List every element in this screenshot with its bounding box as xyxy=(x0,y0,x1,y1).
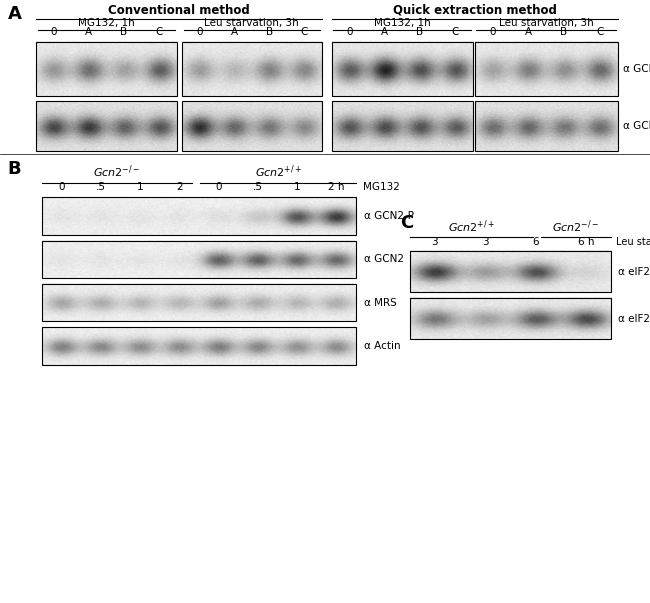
Bar xyxy=(474,101,618,151)
Bar xyxy=(182,42,322,96)
Text: 6: 6 xyxy=(532,236,539,247)
Text: α GCN2: α GCN2 xyxy=(364,254,404,264)
Text: .5: .5 xyxy=(253,182,263,192)
Text: $Gcn2^{+/+}$: $Gcn2^{+/+}$ xyxy=(448,218,495,235)
Bar xyxy=(42,197,356,235)
Bar xyxy=(410,251,611,292)
Text: B: B xyxy=(266,27,273,37)
Text: α eIF2α-P: α eIF2α-P xyxy=(618,267,650,277)
Text: C: C xyxy=(596,27,603,37)
Text: C: C xyxy=(155,27,163,37)
Text: 1: 1 xyxy=(137,182,144,192)
Text: 3: 3 xyxy=(432,236,438,247)
Text: MG132: MG132 xyxy=(363,182,400,192)
Text: $Gcn2^{+/+}$: $Gcn2^{+/+}$ xyxy=(255,163,302,180)
Bar xyxy=(36,42,177,96)
Text: C: C xyxy=(400,214,413,232)
Text: 0: 0 xyxy=(216,182,222,192)
Text: α MRS: α MRS xyxy=(364,298,396,308)
Text: α GCN2: α GCN2 xyxy=(623,121,650,131)
Bar xyxy=(474,42,618,96)
Bar xyxy=(42,284,356,321)
Text: A: A xyxy=(231,27,238,37)
Text: 3: 3 xyxy=(482,236,488,247)
Text: Conventional method: Conventional method xyxy=(108,4,250,17)
Text: 1: 1 xyxy=(294,182,301,192)
Text: 0: 0 xyxy=(50,27,57,37)
Text: MG132, 1h: MG132, 1h xyxy=(78,18,135,28)
Text: α Actin: α Actin xyxy=(364,341,400,351)
Text: Quick extraction method: Quick extraction method xyxy=(393,4,556,17)
Text: 2 h: 2 h xyxy=(328,182,345,192)
Text: Leu starvation, 3h: Leu starvation, 3h xyxy=(205,18,299,28)
Text: Leu starvation, 3h: Leu starvation, 3h xyxy=(499,18,593,28)
Text: B: B xyxy=(560,27,567,37)
Bar xyxy=(42,241,356,278)
Bar xyxy=(410,298,611,339)
Text: B: B xyxy=(8,160,21,178)
Bar xyxy=(182,101,322,151)
Bar xyxy=(332,101,473,151)
Text: α GCN2-P: α GCN2-P xyxy=(623,65,650,74)
Text: α eIF2α: α eIF2α xyxy=(618,314,650,324)
Text: MG132, 1h: MG132, 1h xyxy=(374,18,430,28)
Text: A: A xyxy=(381,27,388,37)
Text: 0: 0 xyxy=(489,27,495,37)
Text: Leu starvation: Leu starvation xyxy=(616,236,650,247)
Text: $Gcn2^{-/-}$: $Gcn2^{-/-}$ xyxy=(552,218,599,235)
Bar xyxy=(332,42,473,96)
Text: A: A xyxy=(8,5,21,23)
Text: .5: .5 xyxy=(96,182,106,192)
Text: α GCN2-P: α GCN2-P xyxy=(364,211,414,221)
Text: C: C xyxy=(300,27,308,37)
Text: A: A xyxy=(525,27,532,37)
Text: 6 h: 6 h xyxy=(578,236,594,247)
Text: B: B xyxy=(120,27,127,37)
Bar xyxy=(36,101,177,151)
Text: 0: 0 xyxy=(346,27,352,37)
Text: 2: 2 xyxy=(176,182,183,192)
Text: B: B xyxy=(416,27,423,37)
Text: 0: 0 xyxy=(58,182,65,192)
Text: 0: 0 xyxy=(196,27,203,37)
Text: $Gcn2^{-/-}$: $Gcn2^{-/-}$ xyxy=(94,163,140,180)
Text: C: C xyxy=(451,27,459,37)
Bar xyxy=(42,327,356,365)
Text: A: A xyxy=(85,27,92,37)
